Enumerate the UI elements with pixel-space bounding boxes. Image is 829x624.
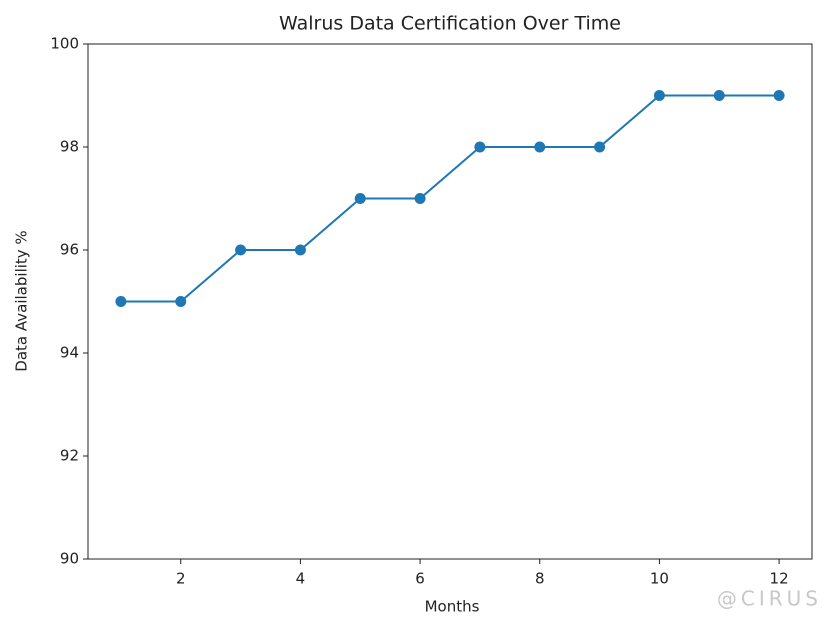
data-point: [235, 244, 247, 256]
data-point: [354, 193, 366, 204]
y-tick-label: 98: [60, 138, 79, 156]
data-point: [115, 296, 127, 307]
data-point: [773, 90, 785, 101]
x-tick-label: 10: [650, 570, 669, 588]
data-point: [594, 141, 606, 153]
data-point: [414, 193, 426, 204]
x-tick-label: 2: [176, 570, 186, 588]
y-tick-label: 94: [60, 344, 79, 362]
y-tick-label: 100: [50, 35, 79, 53]
y-tick-label: 90: [60, 550, 79, 568]
data-point: [474, 141, 486, 153]
y-tick-label: 92: [60, 447, 79, 465]
plot-frame: [87, 43, 813, 560]
x-tick-label: 8: [535, 570, 545, 588]
data-point: [713, 90, 725, 101]
y-axis-label: Data Availability %: [13, 230, 31, 371]
y-tick-label: 96: [60, 241, 79, 259]
x-tick-label: 4: [296, 570, 306, 588]
x-axis-label: Months: [425, 598, 480, 616]
watermark: @CIRUS: [717, 587, 822, 611]
x-tick-label: 12: [770, 570, 789, 588]
data-point: [294, 244, 306, 256]
data-point: [534, 141, 546, 153]
chart-title: Walrus Data Certification Over Time: [279, 13, 621, 35]
x-tick-label: 6: [415, 570, 425, 588]
data-point: [175, 296, 187, 307]
data-point: [653, 90, 665, 101]
data-line: [120, 94, 780, 303]
